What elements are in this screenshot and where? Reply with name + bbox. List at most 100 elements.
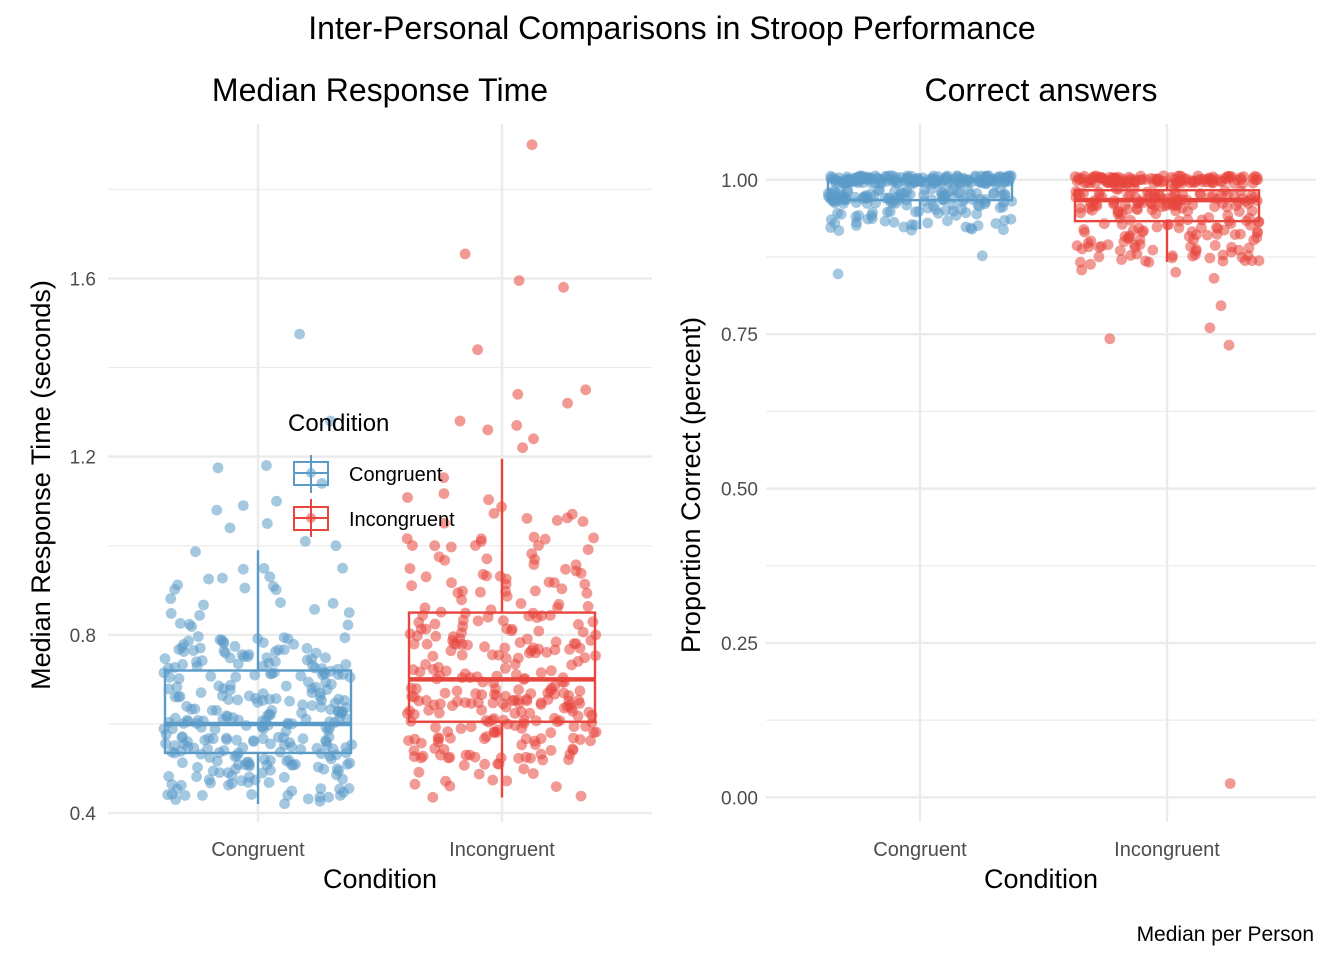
- data-point: [420, 602, 431, 613]
- data-point: [498, 715, 509, 726]
- data-point: [175, 618, 186, 629]
- data-point: [428, 651, 439, 662]
- data-point: [190, 546, 201, 557]
- data-point: [345, 672, 356, 683]
- data-point: [295, 744, 306, 755]
- data-point: [850, 192, 861, 203]
- data-point: [275, 597, 286, 608]
- data-point: [435, 698, 446, 709]
- data-point: [578, 516, 589, 527]
- data-point: [342, 759, 353, 770]
- data-point: [430, 631, 441, 642]
- data-point: [445, 781, 456, 792]
- data-point: [294, 329, 305, 340]
- data-point: [1133, 223, 1144, 234]
- data-point: [191, 656, 202, 667]
- data-point: [262, 518, 273, 529]
- y-tick-label: 1.2: [70, 448, 96, 469]
- data-point: [446, 577, 457, 588]
- data-point: [576, 568, 587, 579]
- data-point: [893, 194, 904, 205]
- data-point: [423, 705, 434, 716]
- data-point: [321, 722, 332, 733]
- data-point: [536, 697, 547, 708]
- data-point: [914, 175, 925, 186]
- y-axis-title: Proportion Correct (percent): [676, 317, 706, 653]
- legend-key-incongruent: [294, 499, 328, 537]
- data-point: [568, 733, 579, 744]
- data-point: [228, 712, 239, 723]
- data-point: [1187, 251, 1198, 262]
- data-point: [489, 508, 500, 519]
- data-point: [994, 172, 1005, 183]
- data-point: [1177, 189, 1188, 200]
- data-point: [1125, 190, 1136, 201]
- data-point: [1208, 191, 1219, 202]
- data-point: [452, 686, 463, 697]
- data-point: [403, 735, 414, 746]
- data-point: [977, 250, 988, 261]
- data-point: [1099, 175, 1110, 186]
- data-point: [937, 194, 948, 205]
- data-point: [270, 646, 281, 657]
- data-point: [833, 269, 844, 280]
- data-point: [530, 586, 541, 597]
- data-point: [1245, 194, 1256, 205]
- data-point: [557, 583, 568, 594]
- data-point: [205, 752, 216, 763]
- data-point: [521, 752, 532, 763]
- data-point: [513, 684, 524, 695]
- data-point: [402, 492, 413, 503]
- data-point: [436, 607, 447, 618]
- data-point: [225, 523, 236, 534]
- data-point: [1209, 273, 1220, 284]
- data-point: [479, 759, 490, 770]
- data-point: [566, 660, 577, 671]
- data-point: [514, 275, 525, 286]
- data-point: [203, 733, 214, 744]
- data-point: [317, 478, 328, 489]
- data-point: [232, 750, 243, 761]
- data-point: [588, 616, 599, 627]
- data-point: [1166, 172, 1177, 183]
- data-point: [447, 635, 458, 646]
- data-point: [832, 208, 843, 219]
- data-point: [588, 533, 599, 544]
- data-point: [1182, 214, 1193, 225]
- data-point: [956, 204, 967, 215]
- figure-caption: Median per Person: [1137, 923, 1314, 946]
- data-point: [302, 643, 313, 654]
- data-point: [295, 671, 306, 682]
- data-point: [344, 783, 355, 794]
- data-point: [281, 726, 292, 737]
- data-point: [169, 662, 180, 673]
- data-point: [169, 740, 180, 751]
- data-point: [323, 792, 334, 803]
- data-point: [430, 722, 441, 733]
- data-point: [211, 705, 222, 716]
- data-point: [536, 667, 547, 678]
- x-tick-label: Congruent: [873, 839, 967, 861]
- data-point: [1235, 229, 1246, 240]
- data-point: [452, 696, 463, 707]
- data-point: [517, 442, 528, 453]
- data-point: [952, 170, 963, 181]
- y-tick-label: 0.8: [70, 626, 96, 647]
- data-point: [240, 583, 251, 594]
- data-point: [428, 664, 439, 675]
- data-point: [981, 178, 992, 189]
- data-point: [320, 652, 331, 663]
- data-point: [192, 762, 203, 773]
- data-point: [440, 688, 451, 699]
- data-point: [160, 653, 171, 664]
- data-point: [853, 210, 864, 221]
- data-point: [1179, 174, 1190, 185]
- data-point: [264, 694, 275, 705]
- data-point: [1212, 223, 1223, 234]
- data-point: [906, 225, 917, 236]
- data-point: [546, 665, 557, 676]
- data-point: [174, 673, 185, 684]
- data-point: [429, 540, 440, 551]
- data-point: [331, 749, 342, 760]
